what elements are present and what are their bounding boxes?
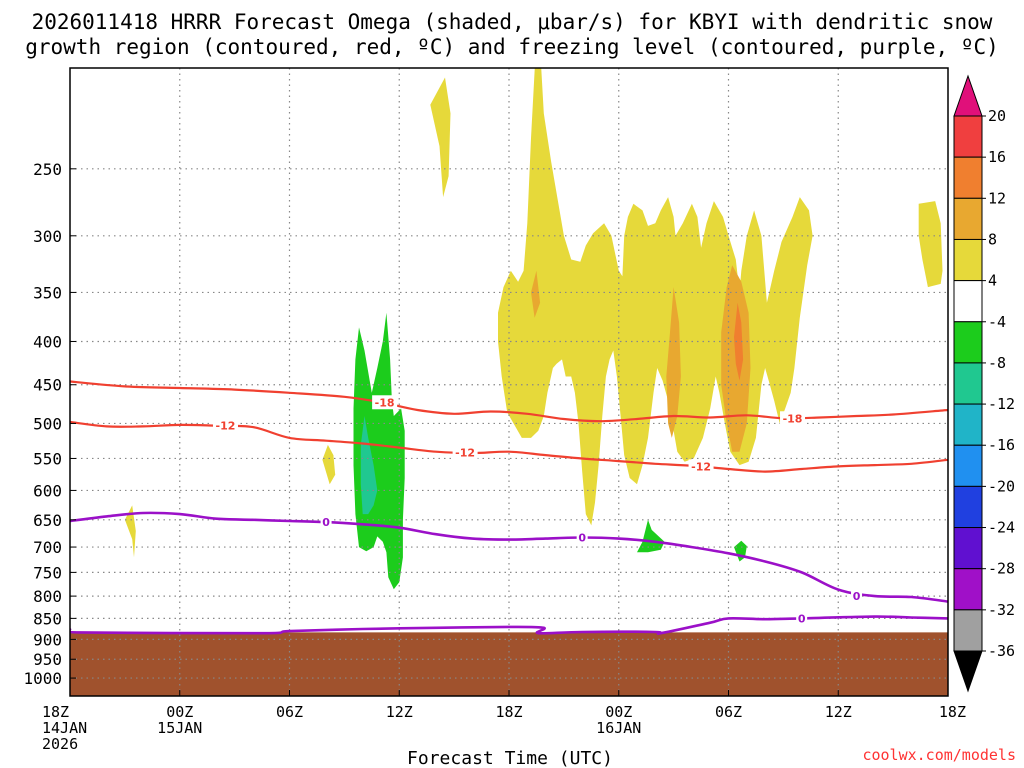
x-tick-label-24-0: 18Z: [495, 703, 522, 721]
x-tick-label-36-0: 06Z: [715, 703, 742, 721]
colorbar-bin-9: [953, 485, 983, 529]
y-tick-label-500: 500: [33, 414, 62, 433]
omega-region-o8b: [666, 287, 681, 438]
colorbar-label: -12: [988, 395, 1015, 413]
dgz-contour-label: -12: [455, 446, 475, 459]
omega-region-w5: [918, 201, 943, 288]
y-tick-label-550: 550: [33, 449, 62, 468]
plot-interior: -18 -18 -12 -12 -12 0 0 0 0: [70, 68, 948, 696]
dgz-label-bg: [212, 418, 238, 433]
colorbar-bin-4: [953, 280, 983, 323]
dgz-label-bg: [452, 445, 478, 460]
colorbar-bin-5: [953, 321, 983, 364]
dgz-label-bg: [372, 395, 398, 410]
colorbar-label: -24: [988, 519, 1015, 537]
omega-region-w1: [124, 505, 136, 558]
omega-region-g3: [734, 540, 747, 562]
freezing-contour-label: 0: [322, 516, 330, 529]
y-tick-label-1000: 1000: [23, 669, 62, 688]
colorbar-label: -16: [988, 436, 1015, 454]
y-tick-label-700: 700: [33, 538, 62, 557]
x-tick-label-30-1: 16JAN: [596, 719, 641, 737]
colorbar-bin-8: [953, 444, 983, 487]
y-tick-label-650: 650: [33, 511, 62, 530]
colorbar-bin-0: [953, 115, 983, 158]
dgz-contour-label: -12: [691, 460, 711, 473]
x-tick-label-0-0: 18Z: [42, 703, 69, 721]
colorbar: 20 16 12 8 4 -4 -8 -12 -16 -20 -24 -28 -32 -36: [953, 74, 1015, 693]
freezing-contour-label: 0: [578, 531, 586, 544]
x-tick-label-0-1: 14JAN: [42, 719, 87, 737]
colorbar-label: -36: [988, 642, 1015, 660]
x-tick-label-48-0: 18Z: [939, 703, 966, 721]
x-tick-label-6-0: 00Z: [166, 703, 193, 721]
x-tick-label-18-0: 12Z: [386, 703, 413, 721]
y-tick-label-250: 250: [33, 160, 62, 179]
colorbar-bin-2: [953, 197, 983, 240]
dgz-label-bg: [688, 459, 714, 474]
freezing-label-bg: [576, 530, 588, 545]
chart-title-line-1: 2026011418 HRRR Forecast Omega (shaded, …: [32, 10, 993, 34]
omega-region-t1: [360, 416, 378, 515]
freezing-contour-label: 0: [853, 590, 861, 603]
x-tick-label-42-0: 12Z: [825, 703, 852, 721]
y-tick-label-900: 900: [33, 630, 62, 649]
colorbar-label: 20: [988, 107, 1006, 125]
y-tick-label-300: 300: [33, 227, 62, 246]
y-tick-label-800: 800: [33, 587, 62, 606]
plot-area: -18 -18 -12 -12 -12 0 0 0 0 250 300 350 400 450 500 550…: [23, 67, 966, 753]
credit-text[interactable]: coolwx.com/models: [862, 746, 1016, 764]
colorbar-label: -8: [988, 354, 1006, 372]
colorbar-label: -32: [988, 601, 1015, 619]
colorbar-bin-12: [953, 609, 983, 652]
x-axis-title: Forecast Time (UTC): [407, 748, 613, 768]
x-tick-label-30-0: 00Z: [605, 703, 632, 721]
colorbar-bottom-arrow: [953, 650, 983, 693]
colorbar-bin-3: [953, 238, 983, 282]
freezing-label-bg: [851, 589, 863, 604]
x-tick-label-0-2: 2026: [42, 735, 78, 753]
colorbar-label: -20: [988, 477, 1015, 495]
omega-region-o8a: [531, 270, 541, 318]
dgz-label-bg: [780, 411, 806, 426]
omega-region-g2: [637, 519, 665, 553]
dgz-contour-label: -12: [216, 420, 236, 433]
colorbar-label: -4: [988, 313, 1006, 331]
y-tick-label-750: 750: [33, 563, 62, 582]
y-tick-label-350: 350: [33, 283, 62, 302]
y-tick-label-850: 850: [33, 609, 62, 628]
omega-region-w4: [498, 68, 813, 526]
colorbar-bin-7: [953, 403, 983, 446]
colorbar-bin-6: [953, 362, 983, 405]
omega-region-w2: [322, 444, 336, 485]
colorbar-label: 8: [988, 230, 997, 248]
colorbar-bin-10: [953, 527, 983, 570]
colorbar-top-arrow: [953, 74, 983, 117]
omega-region-w3: [430, 77, 451, 198]
dgz-contour-label: -18: [783, 412, 803, 425]
colorbar-bin-11: [953, 568, 983, 611]
freezing-contour-label: 0: [798, 612, 806, 625]
freezing-label-bg: [320, 515, 332, 530]
chart-title-line-2: growth region (contoured, red, ºC) and f…: [25, 35, 999, 59]
omega-region-o12: [734, 302, 744, 381]
colorbar-label: 12: [988, 189, 1006, 207]
freezing-contour-upper-0: [70, 511, 948, 603]
colorbar-label: 4: [988, 272, 997, 290]
colorbar-label: -28: [988, 560, 1015, 578]
y-tick-label-950: 950: [33, 650, 62, 669]
x-tick-label-6-1: 15JAN: [157, 719, 202, 737]
freezing-label-bg: [796, 611, 808, 626]
freezing-contour-lower-0: [70, 615, 948, 635]
y-tick-label-450: 450: [33, 376, 62, 395]
dgz-contour-label: -18: [375, 396, 395, 409]
y-tick-label-400: 400: [33, 332, 62, 351]
colorbar-label: 16: [988, 148, 1006, 166]
ground-below-surface: [70, 632, 948, 696]
omega-region-g1: [353, 312, 405, 590]
colorbar-bin-1: [953, 156, 983, 199]
x-tick-label-12-0: 06Z: [276, 703, 303, 721]
y-tick-label-600: 600: [33, 481, 62, 500]
